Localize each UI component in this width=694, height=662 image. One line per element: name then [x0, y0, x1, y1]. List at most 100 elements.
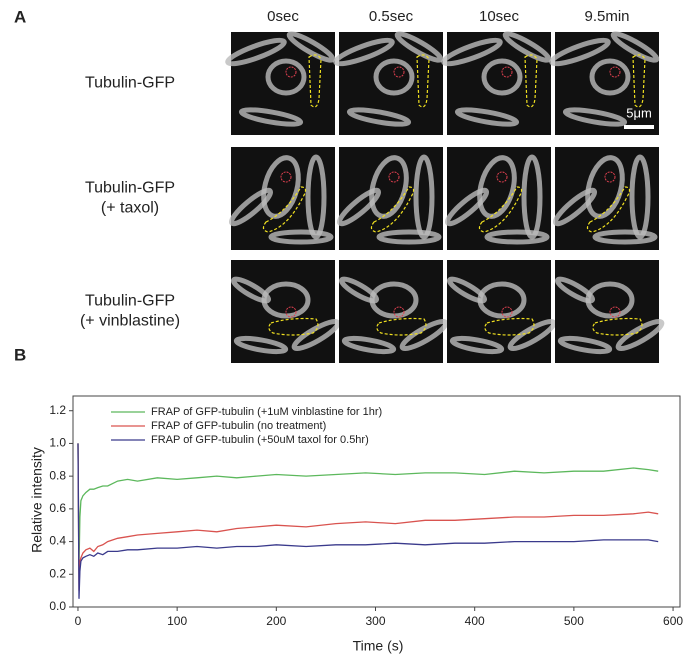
cell-structure	[592, 229, 658, 245]
cell-structure	[291, 318, 341, 352]
cell-structure	[336, 187, 382, 227]
reference-roi	[308, 54, 322, 108]
cell-structure	[557, 335, 613, 355]
cell-structure	[413, 154, 435, 240]
micrograph	[549, 31, 660, 135]
bleach-roi	[393, 66, 405, 78]
panel-label: A	[14, 7, 26, 26]
column-header: 10sec	[479, 8, 520, 25]
cell-structure	[449, 335, 505, 355]
y-tick-label: 1.2	[49, 403, 66, 417]
cell-structure	[339, 276, 379, 304]
cell-structure	[447, 276, 487, 304]
cell-structure	[484, 229, 550, 245]
micrograph	[555, 260, 665, 363]
legend-label: FRAP of GFP-tubulin (no treatment)	[151, 420, 326, 432]
column-header: 9.5min	[584, 8, 629, 25]
row-label: Tubulin-GFP	[85, 75, 175, 92]
cell-structure	[286, 31, 336, 63]
bleach-roi	[285, 306, 297, 318]
cell-structure	[261, 155, 301, 219]
micrograph	[230, 260, 341, 363]
cell-structure	[562, 107, 628, 127]
bleach-roi	[280, 171, 292, 183]
cell-structure	[369, 155, 409, 219]
x-tick-label: 100	[167, 614, 187, 628]
cell-structure	[615, 318, 665, 352]
bleach-roi	[285, 66, 297, 78]
cell-structure	[238, 107, 304, 127]
data-line	[77, 443, 659, 599]
micrograph	[447, 260, 557, 363]
data-line	[77, 443, 659, 567]
x-tick-label: 200	[266, 614, 286, 628]
cell-structure	[225, 37, 287, 67]
reference-roi	[376, 317, 427, 336]
scale-bar-label: 5μm	[626, 105, 652, 120]
x-tick-label: 0	[75, 614, 82, 628]
cell-structure	[441, 37, 503, 67]
reference-roi	[632, 54, 646, 108]
cell-structure	[233, 335, 289, 355]
bleach-roi	[393, 306, 405, 318]
legend-label: FRAP of GFP-tubulin (+1uM vinblastine fo…	[151, 406, 382, 418]
plot-frame	[72, 395, 681, 608]
reference-roi	[484, 317, 535, 336]
cell-structure	[502, 31, 552, 63]
row-label: (+ taxol)	[101, 200, 159, 217]
cell-structure	[394, 31, 444, 63]
cell-structure	[521, 154, 543, 240]
cell-structure	[346, 107, 412, 127]
reference-roi	[524, 54, 538, 108]
cell-structure	[341, 335, 397, 355]
cell-structure	[373, 58, 415, 96]
y-tick-label: 0.0	[49, 599, 66, 613]
cell-structure	[265, 58, 307, 96]
bleach-roi	[609, 306, 621, 318]
y-tick-label: 0.6	[49, 501, 66, 515]
bleach-roi	[388, 171, 400, 183]
cell-structure	[333, 37, 395, 67]
row-label: (+ vinblastine)	[80, 313, 180, 330]
reference-roi	[268, 317, 319, 336]
cell-structure	[555, 276, 595, 304]
x-tick-label: 600	[663, 614, 683, 628]
bleach-roi	[496, 171, 508, 183]
row-label: Tubulin-GFP	[85, 293, 175, 310]
cell-structure	[629, 154, 651, 240]
y-tick-label: 0.4	[49, 534, 66, 548]
cell-structure	[549, 37, 611, 67]
cell-structure	[507, 318, 557, 352]
cell-structure	[585, 155, 625, 219]
cell-structure	[610, 31, 660, 63]
micrograph	[336, 147, 443, 250]
x-tick-label: 500	[564, 614, 584, 628]
panel-label: B	[14, 345, 26, 364]
column-header: 0sec	[267, 8, 299, 25]
x-tick-label: 400	[465, 614, 485, 628]
bleach-roi	[609, 66, 621, 78]
cell-structure	[444, 187, 490, 227]
y-axis-label: Relative intensity	[29, 447, 45, 553]
micrograph	[339, 260, 449, 363]
x-axis-label: Time (s)	[353, 638, 404, 654]
cell-structure	[454, 107, 520, 127]
y-tick-label: 0.8	[49, 468, 66, 482]
x-tick-label: 300	[365, 614, 385, 628]
legend-label: FRAP of GFP-tubulin (+50uM taxol for 0.5…	[151, 434, 369, 446]
micrograph	[552, 147, 659, 250]
cell-structure	[552, 187, 598, 227]
reference-roi	[416, 54, 430, 108]
row-label: Tubulin-GFP	[85, 180, 175, 197]
micrograph	[441, 31, 552, 135]
cell-structure	[268, 229, 334, 245]
column-header: 0.5sec	[369, 8, 414, 25]
cell-structure	[228, 187, 274, 227]
y-tick-label: 0.2	[49, 566, 66, 580]
reference-roi	[592, 317, 643, 336]
cell-structure	[376, 229, 442, 245]
y-tick-label: 1.0	[49, 436, 66, 450]
micrograph	[225, 31, 336, 135]
bleach-roi	[501, 306, 513, 318]
